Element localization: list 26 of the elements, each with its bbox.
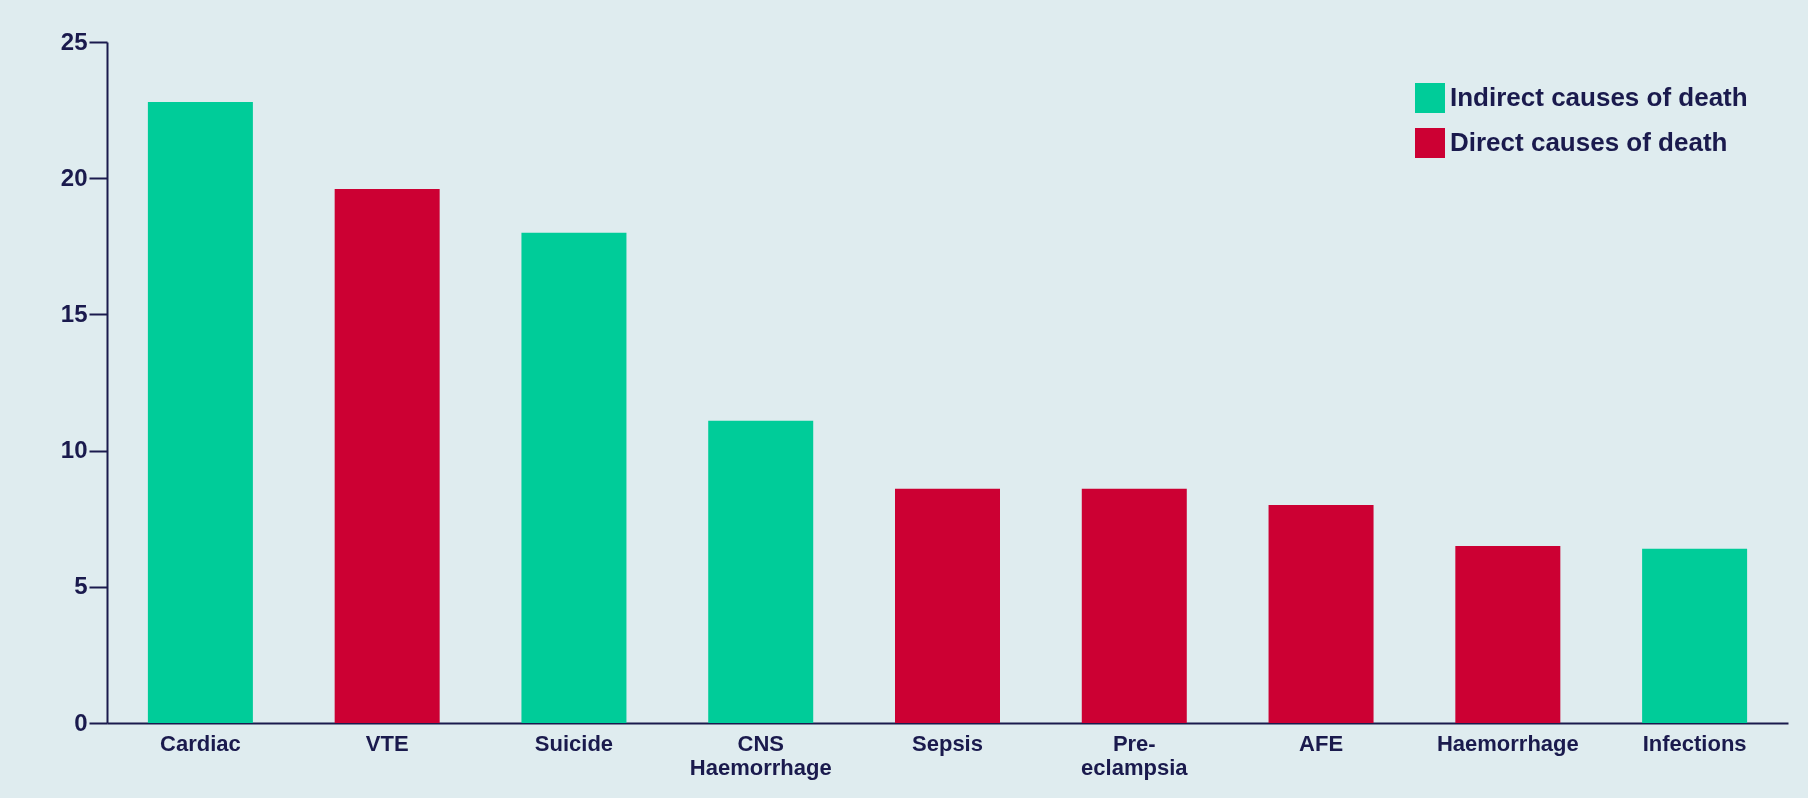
bar	[1268, 505, 1374, 723]
y-tick-label: 20	[60, 163, 88, 191]
bar	[895, 488, 1000, 723]
x-tick-label: Infections	[1642, 730, 1747, 756]
x-tick-label: Sepsis	[912, 730, 983, 756]
x-tick-label: AFE	[1299, 730, 1344, 756]
y-tick-label: 15	[60, 299, 88, 327]
bar	[1642, 548, 1748, 723]
bar	[1455, 545, 1561, 723]
x-tick-label: Cardiac	[160, 730, 241, 756]
y-tick-label: 25	[60, 27, 88, 55]
y-tick-label: 10	[60, 436, 88, 464]
x-tick-label: Haemorrhage	[1436, 730, 1579, 756]
x-tick-label: Suicide	[534, 730, 614, 756]
bar	[708, 420, 814, 723]
legend-label: Direct causes of death	[1450, 127, 1728, 157]
bar	[147, 101, 253, 723]
legend-label: Indirect causes of death	[1450, 82, 1748, 112]
x-tick-label: CNS Haemorrhage	[689, 730, 832, 780]
x-tick-label: Pre- eclampsia	[1081, 730, 1189, 780]
bar	[334, 189, 440, 723]
bar	[1081, 488, 1187, 723]
bar	[521, 232, 627, 723]
x-tick-label: VTE	[365, 730, 409, 756]
y-tick-label: 0	[74, 708, 88, 736]
y-tick-label: 5	[74, 572, 88, 600]
